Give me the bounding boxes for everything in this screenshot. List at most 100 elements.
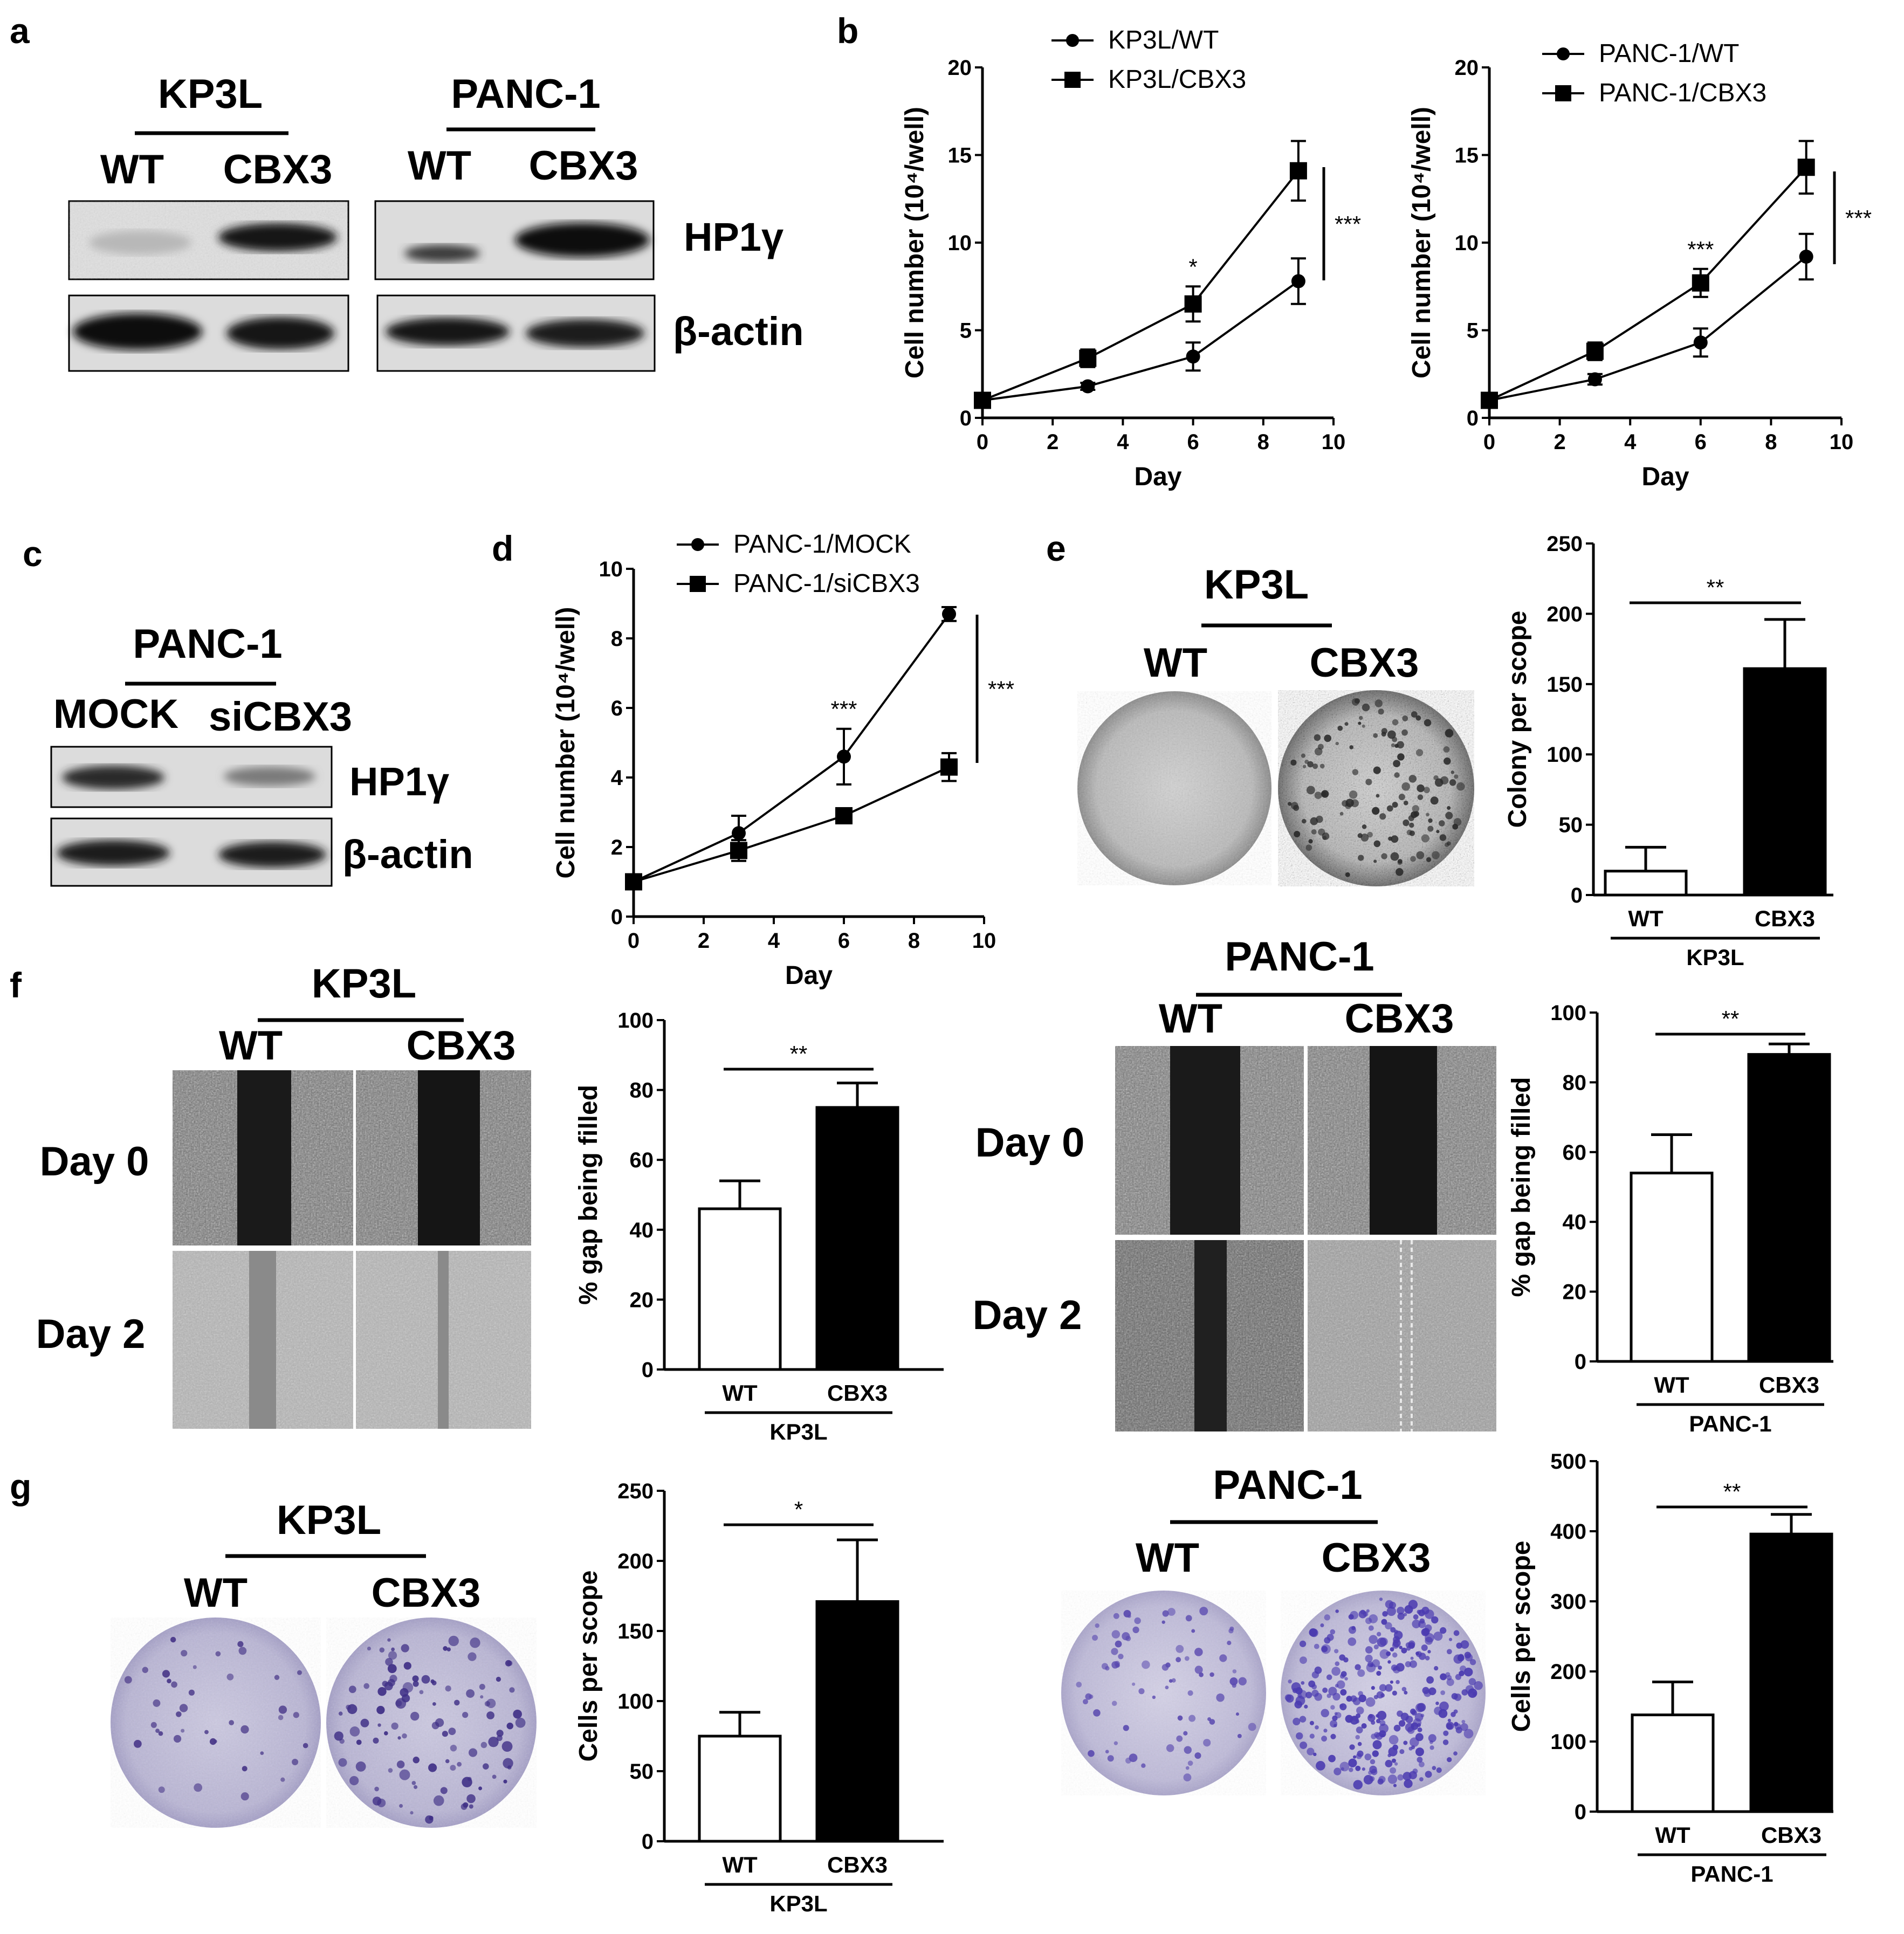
- speckle: [1185, 1766, 1190, 1770]
- series-line-1: [633, 766, 950, 883]
- speckle: [1380, 1693, 1385, 1698]
- blot-band: [526, 319, 644, 347]
- speckle: [1444, 757, 1451, 765]
- speckle: [450, 1744, 457, 1752]
- speckle: [1389, 1735, 1399, 1745]
- group-label: KP3L: [1686, 945, 1744, 970]
- speckle: [419, 1690, 424, 1695]
- speckle: [1238, 1677, 1247, 1685]
- x-tick-label: 0: [628, 929, 640, 953]
- speckle: [1424, 719, 1432, 727]
- speckle: [1373, 840, 1381, 848]
- x-tick-label: 8: [1765, 430, 1777, 454]
- bar-wt: [1631, 1713, 1715, 1813]
- speckle: [1387, 730, 1396, 739]
- speckle: [1088, 1750, 1095, 1757]
- speckle: [1315, 1725, 1319, 1730]
- speckle: [133, 1739, 142, 1748]
- speckle: [1357, 1669, 1365, 1677]
- speckle: [1362, 724, 1365, 728]
- speckle: [385, 1658, 393, 1666]
- speckle: [389, 1675, 397, 1683]
- speckle: [413, 1785, 418, 1790]
- speckle: [1356, 1726, 1363, 1734]
- speckle: [1360, 833, 1369, 842]
- category-label: WT: [1628, 906, 1664, 931]
- legend-entry: PANC-1/WT: [1599, 39, 1739, 68]
- speckle: [1428, 1734, 1436, 1743]
- speckle: [503, 1779, 507, 1784]
- speckle: [1323, 1729, 1328, 1733]
- bar-cbx3: [1749, 1532, 1833, 1813]
- speckle: [1321, 1644, 1331, 1654]
- speckle: [1366, 1609, 1370, 1613]
- speckle: [1322, 836, 1327, 841]
- speckle: [1394, 1762, 1398, 1766]
- speckle: [1430, 796, 1439, 805]
- speckle: [396, 1760, 405, 1768]
- speckle: [1365, 1646, 1373, 1654]
- speckle: [1425, 1636, 1433, 1645]
- speckle: [1417, 1757, 1423, 1763]
- speckle: [468, 1652, 477, 1661]
- legend-marker: [690, 576, 706, 592]
- speckle: [373, 1737, 379, 1744]
- speckle: [1319, 763, 1325, 769]
- speckle: [410, 1811, 414, 1815]
- speckle: [1409, 1660, 1417, 1668]
- data-point: [942, 607, 956, 621]
- speckle: [432, 1702, 436, 1706]
- significance-label: *: [794, 1497, 803, 1522]
- speckle: [1294, 1701, 1302, 1709]
- bar-cbx3: [815, 1600, 899, 1843]
- speckle: [229, 1720, 235, 1725]
- speckle: [377, 1798, 386, 1807]
- speckle: [1314, 747, 1323, 756]
- speckle: [1355, 1765, 1361, 1771]
- speckle: [1111, 1630, 1121, 1639]
- speckle: [402, 1733, 407, 1739]
- scratch-f-left-lane-cbx3: CBX3: [407, 1023, 516, 1069]
- speckle: [1295, 1687, 1303, 1695]
- speckle: [1374, 699, 1383, 707]
- speckle: [1083, 1699, 1088, 1705]
- data-point: [732, 826, 746, 841]
- significance-label: ***: [1845, 205, 1872, 231]
- speckle: [1237, 1733, 1242, 1738]
- speckle: [1339, 811, 1344, 816]
- speckle: [1321, 1709, 1329, 1718]
- speckle: [515, 1717, 526, 1728]
- speckle: [1436, 830, 1440, 834]
- speckle: [1403, 819, 1410, 827]
- speckle: [347, 1704, 358, 1715]
- blot-c-lane-sicbx3: siCBX3: [209, 694, 352, 740]
- speckle: [242, 1766, 248, 1772]
- speckle: [1352, 769, 1359, 775]
- speckle: [181, 1650, 188, 1657]
- x-tick-label: 10: [1322, 430, 1346, 454]
- speckle: [1372, 807, 1380, 815]
- speckle: [1348, 1637, 1357, 1646]
- data-point: [1587, 372, 1602, 387]
- speckle: [1330, 1720, 1338, 1728]
- speckle: [1199, 1672, 1204, 1677]
- speckle: [1362, 1767, 1365, 1771]
- speckle: [403, 1662, 411, 1670]
- speckle: [1397, 1774, 1404, 1781]
- data-point: [1586, 342, 1604, 360]
- speckle: [1417, 1727, 1422, 1732]
- speckle: [1385, 1684, 1393, 1692]
- speckle: [1307, 761, 1314, 768]
- speckle: [457, 1761, 462, 1767]
- speckle: [462, 1712, 469, 1718]
- speckle: [478, 1786, 483, 1791]
- speckle: [1318, 828, 1325, 836]
- speckle: [171, 1681, 177, 1688]
- speckle: [1363, 1611, 1369, 1617]
- speckle: [1162, 1610, 1169, 1617]
- y-axis-label: Cell number (10⁴/well): [901, 107, 929, 378]
- speckle: [176, 1711, 182, 1717]
- y-axis-label: Cell number (10⁴/well): [1407, 107, 1436, 378]
- speckle: [1171, 1678, 1176, 1683]
- speckle: [334, 1731, 343, 1741]
